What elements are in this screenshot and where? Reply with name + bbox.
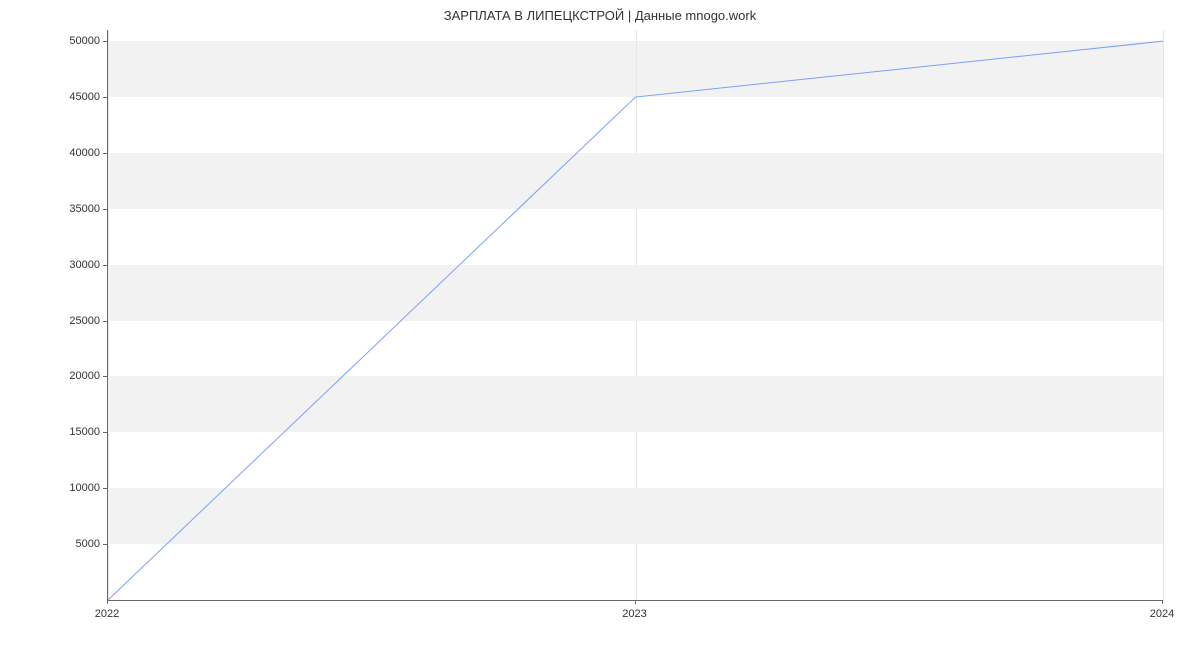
x-tick-label: 2023: [622, 608, 646, 620]
y-tick-label: 25000: [40, 315, 100, 327]
y-tick-label: 10000: [40, 482, 100, 494]
y-tick-mark: [103, 321, 107, 322]
y-tick-label: 50000: [40, 35, 100, 47]
y-tick-mark: [103, 544, 107, 545]
x-tick-label: 2022: [95, 608, 119, 620]
y-tick-mark: [103, 209, 107, 210]
plot-area: [107, 30, 1163, 601]
y-tick-label: 35000: [40, 203, 100, 215]
y-tick-mark: [103, 376, 107, 377]
x-gridline: [1163, 30, 1164, 600]
chart-title: ЗАРПЛАТА В ЛИПЕЦКСТРОЙ | Данные mnogo.wo…: [0, 8, 1200, 23]
y-tick-mark: [103, 432, 107, 433]
x-tick-mark: [107, 600, 108, 604]
x-tick-label: 2024: [1150, 608, 1174, 620]
y-tick-mark: [103, 153, 107, 154]
y-tick-label: 15000: [40, 426, 100, 438]
x-tick-mark: [1162, 600, 1163, 604]
y-tick-label: 5000: [40, 538, 100, 550]
y-tick-mark: [103, 97, 107, 98]
line-series: [108, 30, 1163, 600]
y-tick-mark: [103, 265, 107, 266]
y-tick-label: 30000: [40, 259, 100, 271]
y-tick-label: 40000: [40, 147, 100, 159]
y-tick-mark: [103, 41, 107, 42]
y-tick-label: 20000: [40, 370, 100, 382]
y-tick-mark: [103, 488, 107, 489]
y-tick-label: 45000: [40, 91, 100, 103]
x-tick-mark: [635, 600, 636, 604]
salary-line-chart: ЗАРПЛАТА В ЛИПЕЦКСТРОЙ | Данные mnogo.wo…: [0, 0, 1200, 650]
